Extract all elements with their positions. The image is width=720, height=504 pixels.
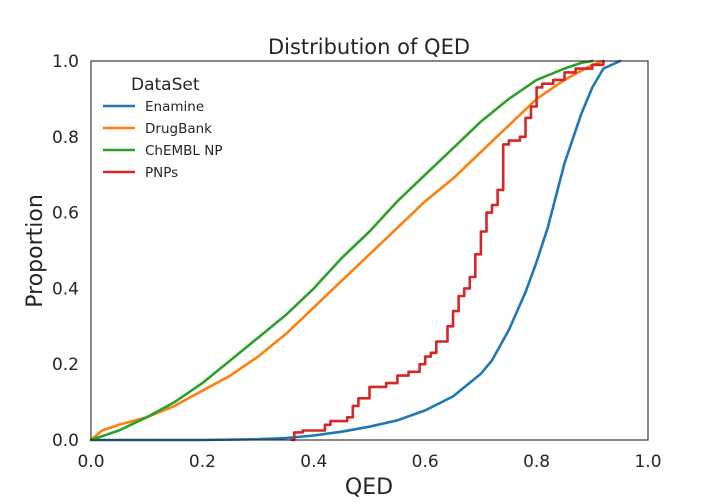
legend-label: Enamine <box>145 99 204 115</box>
x-tick-label: 0.8 <box>523 452 550 472</box>
y-tick-label: 1.0 <box>52 52 79 72</box>
y-axis: 0.0 0.2 0.4 0.6 0.8 1.0 <box>52 52 79 451</box>
y-axis-title: Proportion <box>23 194 48 308</box>
x-tick-label: 1.0 <box>634 452 661 472</box>
plot-frame <box>90 60 649 441</box>
legend-label: DrugBank <box>145 121 212 137</box>
y-tick-label: 0.4 <box>52 279 79 299</box>
legend: DataSet Enamine DrugBank ChEMBL NP PNPs <box>103 75 222 181</box>
y-tick-label: 0.8 <box>52 128 79 148</box>
x-axis-title: QED <box>345 475 393 500</box>
legend-title: DataSet <box>131 75 200 95</box>
legend-label: ChEMBL NP <box>145 143 222 159</box>
series-line-pnps <box>290 59 605 442</box>
legend-label: PNPs <box>145 165 178 181</box>
x-tick-label: 0.2 <box>189 452 216 472</box>
series-line-enamine <box>89 59 622 442</box>
chart-title: Distribution of QED <box>268 35 470 59</box>
plot-area <box>89 59 622 442</box>
y-tick-label: 0.6 <box>52 204 79 224</box>
series-line-chembl-np <box>89 59 594 442</box>
x-axis: 0.0 0.2 0.4 0.6 0.8 1.0 <box>77 452 661 472</box>
y-tick-label: 0.2 <box>52 355 79 375</box>
x-tick-label: 0.6 <box>412 452 439 472</box>
y-tick-label: 0.0 <box>52 431 79 451</box>
x-tick-label: 0.0 <box>77 452 104 472</box>
x-tick-label: 0.4 <box>300 452 327 472</box>
